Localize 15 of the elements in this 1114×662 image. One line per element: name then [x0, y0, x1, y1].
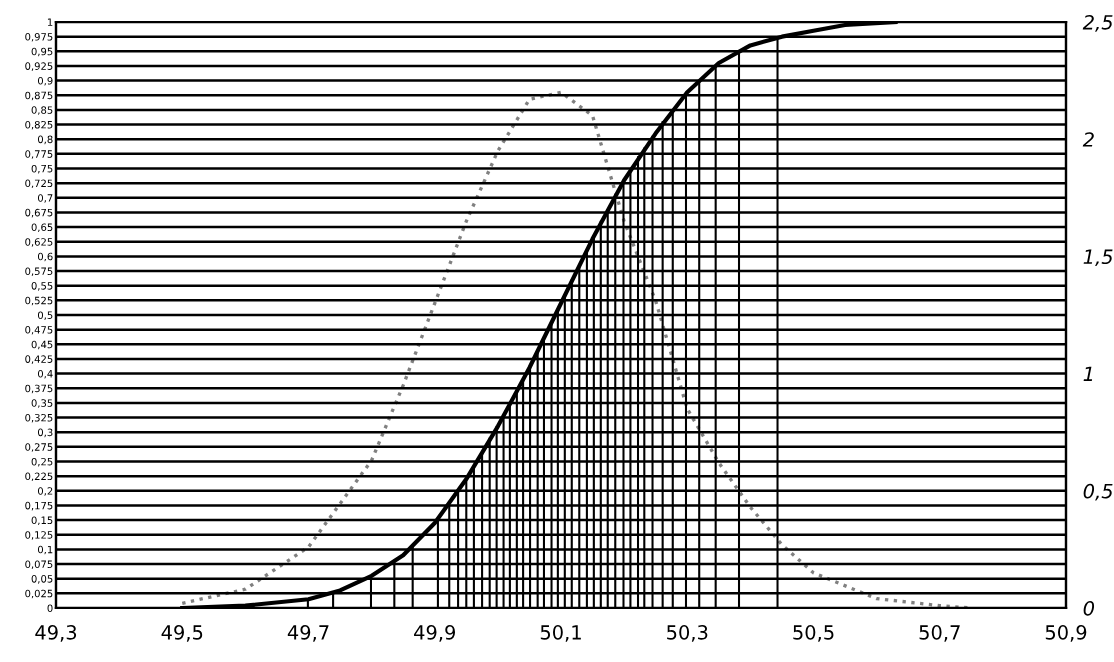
x-tick-label: 50,9: [1045, 625, 1087, 642]
x-tick-label: 49,7: [287, 625, 329, 642]
y2-tick-label: 0,5: [1083, 483, 1113, 501]
x-tick-label: 50,3: [667, 625, 708, 642]
y2-tick-label: 1,5: [1083, 249, 1113, 267]
y2-tick-label: 2,5: [1082, 14, 1113, 32]
y2-tick-label: 2: [1082, 132, 1094, 147]
x-tick-label: 49,5: [161, 625, 203, 642]
x-tick-label: 50,1: [540, 625, 581, 642]
y2-tick-label: 0: [1083, 600, 1095, 616]
x-tick-label: 49,3: [35, 625, 77, 642]
x-tick-label: 49,9: [414, 625, 456, 642]
y2-tick-label: 1: [1083, 366, 1093, 381]
x-tick-label: 50,5: [793, 625, 834, 642]
x-tick-label: 50,7: [919, 625, 960, 642]
